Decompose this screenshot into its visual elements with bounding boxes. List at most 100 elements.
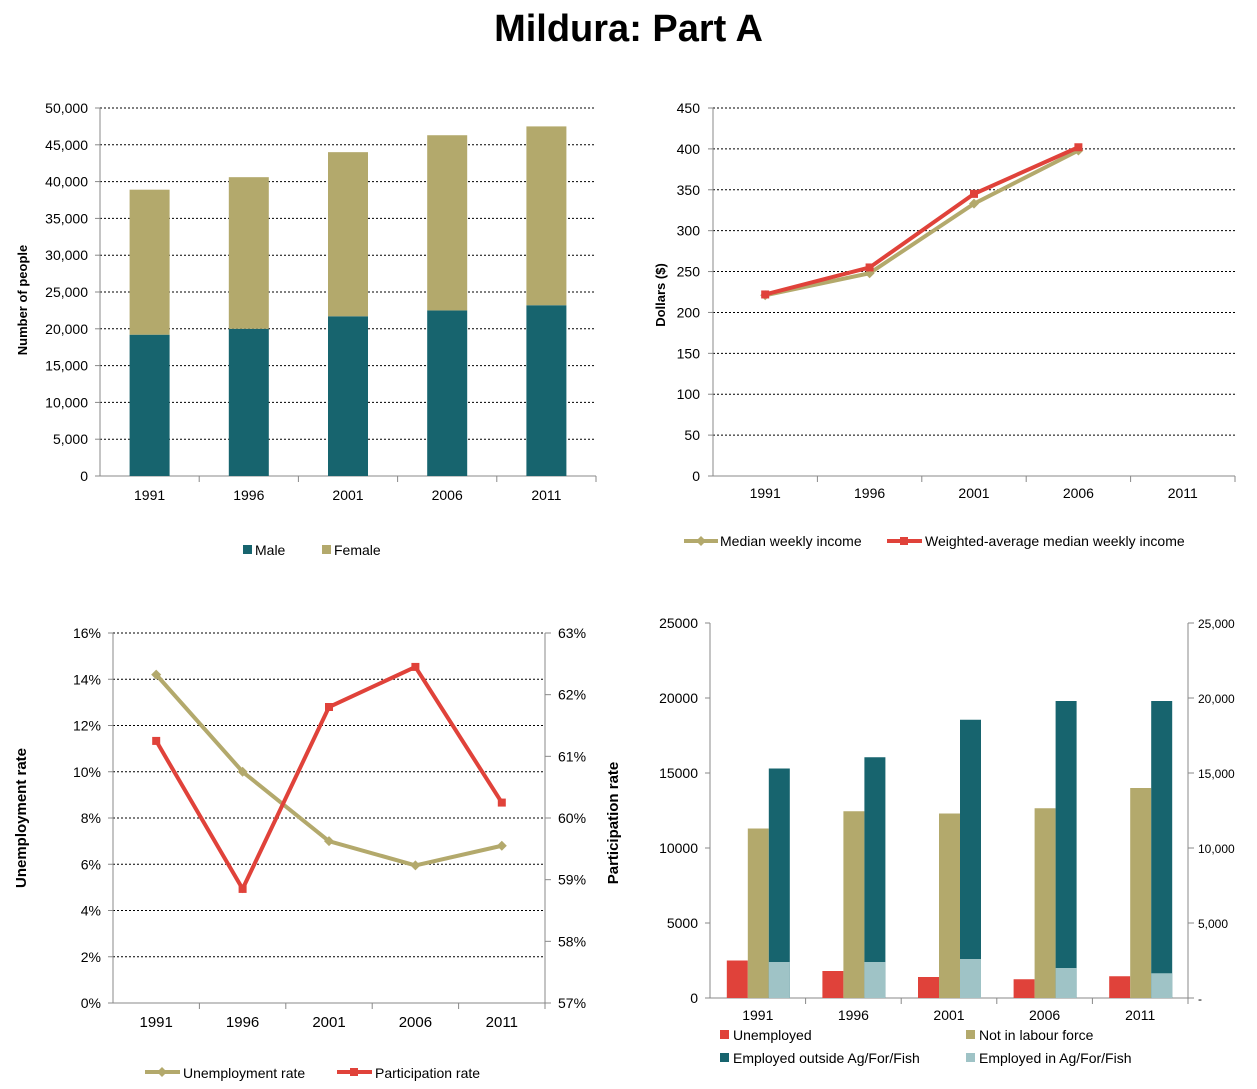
- bar-unemployed: [1013, 979, 1035, 998]
- y-axis-title: Unemployment rate: [13, 748, 30, 888]
- bar-not-in-labour-force: [747, 828, 769, 998]
- population-chart: 0 5,000 10,000 15,000 20,000 25,000 30,000 35,0…: [15, 100, 597, 558]
- y2-tick-label: 5,000: [1198, 917, 1228, 931]
- y-tick-label: 150: [677, 345, 701, 361]
- y-tick-label: 100: [677, 386, 701, 402]
- data-point: [865, 263, 874, 272]
- legend-label: Unemployed: [733, 1027, 812, 1043]
- bar-male: [427, 310, 468, 476]
- y-tick-label: 10%: [73, 764, 101, 780]
- y-axis-title: Dollars ($): [653, 263, 668, 327]
- y-tick-label: 20000: [659, 690, 698, 706]
- bar-male: [129, 334, 170, 476]
- data-point: [151, 669, 162, 680]
- bar-not-in-labour-force: [939, 813, 960, 998]
- y-tick-label: 25000: [659, 615, 698, 631]
- legend-label: Female: [334, 542, 381, 558]
- x-tick-label: 2001: [958, 485, 989, 501]
- series-line: [764, 148, 1080, 298]
- bar-male: [328, 316, 368, 476]
- bar-employed-in-ag-for-fish: [1055, 968, 1077, 998]
- y-tick-label: 10,000: [45, 394, 88, 410]
- y-tick-label: 450: [677, 100, 701, 116]
- y-tick-label: 50,000: [45, 100, 88, 116]
- y-tick-label: 8%: [81, 810, 101, 826]
- bar-not-in-labour-force: [843, 811, 865, 998]
- y-tick-label: 45,000: [45, 137, 88, 153]
- y-tick-label: 4%: [81, 903, 101, 919]
- x-tick-label: 2006: [1063, 485, 1094, 501]
- bar-female: [526, 126, 567, 306]
- y2-axis-title: Participation rate: [605, 762, 622, 885]
- data-point: [410, 860, 421, 871]
- y-tick-label: 40,000: [45, 174, 88, 190]
- x-tick-label: 2011: [531, 487, 561, 503]
- y-tick-label: 400: [677, 141, 701, 157]
- data-point: [238, 884, 247, 893]
- legend-label: Employed in Ag/For/Fish: [979, 1050, 1132, 1066]
- x-tick-label: 2011: [1125, 1007, 1155, 1023]
- y2-tick-label: 10,000: [1198, 842, 1235, 856]
- bar-employed-outside-ag-for-fish: [960, 719, 981, 998]
- y2-tick-label: 15,000: [1198, 767, 1235, 781]
- y-tick-label: 6%: [81, 856, 101, 872]
- y2-tick-label: 25,000: [1198, 617, 1235, 631]
- x-tick-label: 2011: [1168, 485, 1198, 501]
- legend-swatch: [720, 1030, 729, 1039]
- income-chart: 0 50 100 150 200 250 300 350 400 450 1991 1996 2001 2…: [653, 100, 1236, 549]
- data-point: [970, 189, 978, 198]
- x-tick-label: 2001: [312, 1014, 345, 1031]
- data-point: [761, 290, 770, 299]
- bar-unemployed: [822, 971, 844, 998]
- y2-tick-label: 63%: [558, 625, 586, 641]
- y-tick-label: 350: [677, 182, 701, 198]
- y-tick-label: 250: [677, 264, 701, 280]
- y2-tick-label: 20,000: [1198, 692, 1235, 706]
- bar-employed-outside-ag-for-fish: [768, 768, 790, 998]
- page-title: Mildura: Part A: [494, 8, 763, 50]
- y2-tick-label: 59%: [558, 872, 586, 888]
- bar-employed-outside-ag-for-fish: [1055, 701, 1077, 998]
- bar-unemployed: [918, 977, 939, 998]
- legend-label: Employed outside Ag/For/Fish: [733, 1050, 920, 1066]
- y-tick-label: 5,000: [53, 431, 88, 447]
- y2-tick-label: 58%: [558, 933, 586, 949]
- data-point: [325, 703, 333, 711]
- series-line: [764, 145, 1080, 297]
- bar-not-in-labour-force: [1034, 808, 1056, 998]
- y-tick-label: 300: [677, 223, 701, 239]
- legend-swatch: [720, 1053, 729, 1062]
- bar-employed-in-ag-for-fish: [960, 959, 981, 998]
- y-axis-title: Number of people: [15, 245, 30, 356]
- y-tick-label: 30,000: [45, 247, 88, 263]
- bar-not-in-labour-force: [1130, 788, 1152, 998]
- y2-tick-label: 62%: [558, 687, 586, 703]
- legend-swatch: [966, 1030, 975, 1039]
- y2-tick-label: 57%: [558, 995, 586, 1011]
- legend-label: Weighted-average median weekly income: [925, 533, 1185, 549]
- data-point: [1074, 143, 1083, 152]
- bar-male: [228, 328, 269, 476]
- x-tick-label: 1996: [838, 1007, 869, 1023]
- legend-marker: [157, 1067, 167, 1077]
- data-point: [152, 736, 161, 745]
- x-tick-label: 2011: [486, 1014, 518, 1031]
- y2-tick-label: 61%: [558, 748, 586, 764]
- x-tick-label: 1991: [742, 1007, 773, 1023]
- rates-chart: 0% 2% 4% 6% 8% 10% 12% 14% 16% 57% 58% 59% 60% 61% 62%…: [13, 625, 622, 1081]
- x-tick-label: 2006: [432, 487, 463, 503]
- x-tick-label: 1996: [226, 1014, 259, 1031]
- x-tick-label: 2001: [933, 1007, 964, 1023]
- y-tick-label: 20,000: [45, 321, 88, 337]
- x-tick-label: 2006: [399, 1014, 432, 1031]
- y-tick-label: 2%: [81, 949, 101, 965]
- y-tick-label: 15000: [659, 765, 698, 781]
- data-point: [496, 840, 507, 851]
- y-tick-label: 15,000: [45, 358, 88, 374]
- y-tick-label: 0: [80, 468, 88, 484]
- x-tick-label: 1996: [233, 487, 264, 503]
- legend-label: Not in labour force: [979, 1027, 1094, 1043]
- bar-unemployed: [1109, 976, 1131, 998]
- bar-female: [427, 135, 468, 311]
